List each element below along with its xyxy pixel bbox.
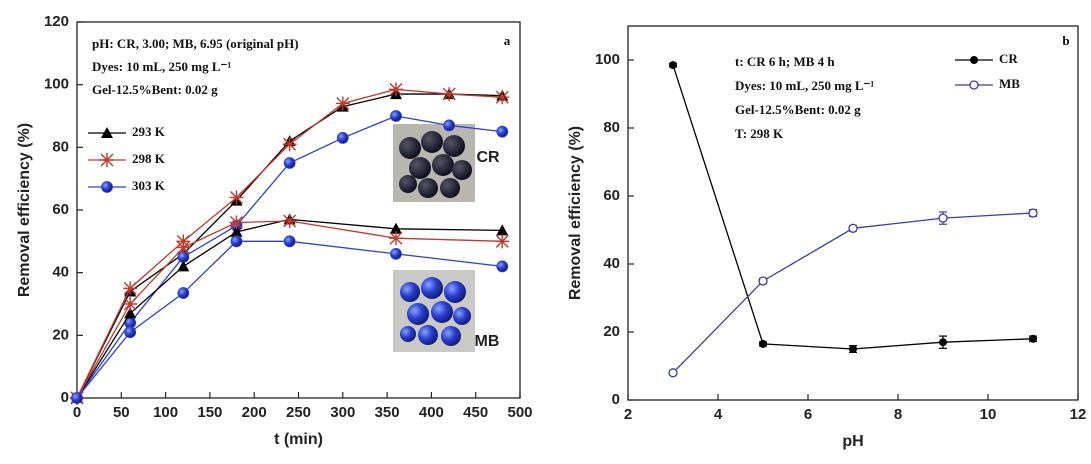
annotation: Dyes: 10 mL, 250 mg L⁻¹ [735,78,874,93]
marker [497,126,508,137]
x-axis-label: pH [842,433,863,450]
marker [495,90,509,104]
annotation: pH: CR, 3.00; MB, 6.95 (original pH) [92,36,299,51]
x-tick-label: 350 [375,404,400,421]
marker [759,340,767,348]
x-tick-label: 4 [714,406,723,423]
x-tick-label: 8 [894,406,902,423]
legend-label: 303 K [132,178,166,193]
x-tick-label: 450 [463,404,488,421]
y-tick-label: 100 [44,76,69,93]
x-tick-label: 400 [419,404,444,421]
annotation: Gel-12.5%Bent: 0.02 g [735,102,861,117]
y-tick-label: 40 [52,264,69,281]
x-tick-label: 300 [330,404,355,421]
marker [125,327,136,338]
legend-marker [970,56,978,64]
marker [123,297,137,311]
x-tick-label: 0 [73,404,81,421]
marker [1029,335,1037,343]
marker [178,288,189,299]
y-tick-label: 100 [595,51,620,68]
marker [442,87,456,101]
x-tick-label: 150 [197,404,222,421]
group-label: CR [476,149,500,166]
y-tick-label: 0 [61,389,69,406]
marker [390,111,401,122]
marker [497,261,508,272]
annotation: t: CR 6 h; MB 4 h [735,54,835,69]
x-tick-label: 12 [1070,406,1087,423]
group-label: MB [475,333,500,350]
mb-beads-photo [393,270,475,352]
marker [849,345,857,353]
marker [389,231,403,245]
x-tick-label: 10 [980,406,997,423]
y-tick-label: 60 [603,187,620,204]
legend-label: 298 K [132,151,166,166]
legend-label: CR [999,51,1018,66]
marker [849,224,857,232]
marker [176,241,190,255]
x-tick-label: 200 [242,404,267,421]
figure: 0501001502002503003504004505000204060801… [0,0,1091,459]
marker [669,61,677,69]
x-tick-label: 6 [804,406,812,423]
x-axis-label: t (min) [274,431,323,448]
marker [336,96,350,110]
marker [284,236,295,247]
marker [444,120,455,131]
y-tick-label: 40 [603,255,620,272]
x-tick-label: 50 [113,404,130,421]
y-tick-label: 120 [44,13,69,30]
marker [390,248,401,259]
y-axis-label: Removal efficiency (%) [567,126,584,300]
y-tick-label: 80 [52,138,69,155]
marker [123,281,137,295]
x-tick-label: 2 [624,406,632,423]
y-axis-label: Removal efficiency (%) [16,123,33,297]
annotation: T: 298 K [735,126,784,141]
marker [389,82,403,96]
legend-marker [100,153,114,167]
marker [939,214,947,222]
legend-marker [970,81,978,89]
annotation: Gel-12.5%Bent: 0.02 g [92,82,218,97]
legend-label: 293 K [132,124,166,139]
x-tick-label: 500 [507,404,532,421]
marker [495,234,509,248]
marker [939,338,947,346]
marker [229,216,243,230]
marker [337,132,348,143]
marker [231,236,242,247]
y-tick-label: 20 [52,326,69,343]
cr-beads-photo [393,124,475,202]
marker [72,393,83,404]
y-tick-label: 60 [52,201,69,218]
x-tick-label: 100 [153,404,178,421]
legend-marker [102,182,113,193]
legend-label: MB [999,76,1020,91]
y-tick-label: 20 [603,323,620,340]
marker [669,369,677,377]
y-tick-label: 80 [603,119,620,136]
marker [759,277,767,285]
panel-label: a [504,33,511,48]
marker [283,214,297,228]
annotation: Dyes: 10 mL, 250 mg L⁻¹ [92,59,231,74]
y-tick-label: 0 [612,391,620,408]
x-tick-label: 250 [286,404,311,421]
marker [283,137,297,151]
marker [229,190,243,204]
marker [1029,209,1037,217]
panel-label: b [1062,33,1069,48]
marker [284,158,295,169]
